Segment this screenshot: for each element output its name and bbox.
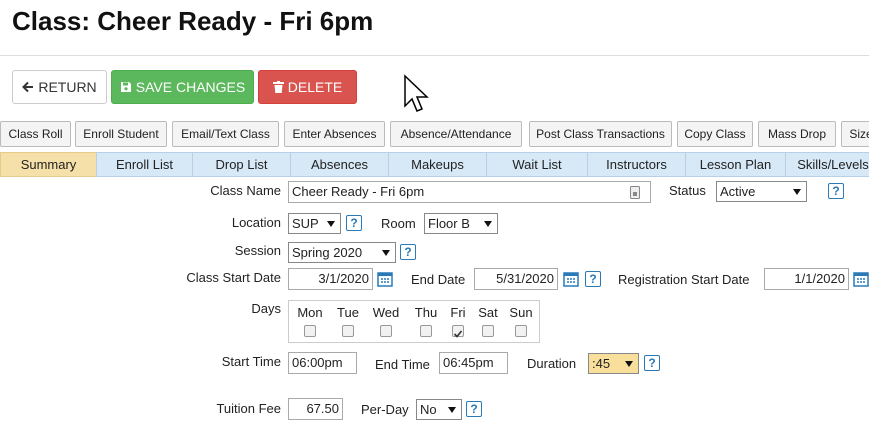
field-label: Days xyxy=(251,301,281,316)
room-select[interactable]: Floor B xyxy=(424,213,498,234)
field-label: Start Time xyxy=(221,354,281,369)
save-icon xyxy=(120,82,131,92)
input-value: 06:45pm xyxy=(443,355,494,370)
toolbar-button[interactable]: Enroll Student xyxy=(75,121,167,147)
select-value: SUP xyxy=(292,216,319,231)
day-name: Sun xyxy=(509,305,533,320)
registration-start-date-input[interactable]: 1/1/2020 xyxy=(764,268,849,290)
day-checkbox[interactable] xyxy=(420,325,432,337)
session-select[interactable]: Spring 2020 xyxy=(288,242,396,263)
day-checkbox[interactable] xyxy=(515,325,527,337)
duration-select[interactable]: :45 xyxy=(588,353,639,374)
class-start-date-input[interactable]: 3/1/2020 xyxy=(288,268,373,290)
day-checkbox[interactable] xyxy=(380,325,392,337)
help-icon[interactable]: ? xyxy=(400,244,416,260)
tab[interactable]: Wait List xyxy=(486,152,588,177)
button-label: SAVE CHANGES xyxy=(135,79,246,95)
day-checkbox[interactable] xyxy=(482,325,494,337)
select-value: No xyxy=(420,402,437,417)
input-value: 67.50 xyxy=(306,401,339,416)
field-label: Duration xyxy=(527,356,577,371)
input-value: 3/1/2020 xyxy=(318,271,369,286)
toolbar-button[interactable]: Absence/Attendance xyxy=(390,121,522,147)
delete-button[interactable]: DELETE xyxy=(258,70,357,104)
input-value: 06:00pm xyxy=(292,355,343,370)
select-value: Floor B xyxy=(428,216,470,231)
help-icon[interactable]: ? xyxy=(466,401,482,417)
day-checkbox[interactable] xyxy=(342,325,354,337)
trash-icon xyxy=(272,81,284,93)
end-date-input[interactable]: 5/31/2020 xyxy=(474,268,558,290)
toolbar-button[interactable]: Mass Drop xyxy=(758,121,836,147)
days-table: Mon Tue Wed Thu Fri Sat Sun xyxy=(288,300,540,343)
button-label: RETURN xyxy=(38,79,97,95)
location-select[interactable]: SUP xyxy=(288,213,341,234)
field-label: Location xyxy=(231,215,281,230)
field-label: Class Start Date xyxy=(186,270,281,285)
help-icon[interactable]: ? xyxy=(346,215,362,231)
arrow-icon xyxy=(22,81,34,93)
start-time-input[interactable]: 06:00pm xyxy=(288,352,357,374)
day-checkbox[interactable] xyxy=(452,325,464,338)
return-button[interactable]: RETURN xyxy=(12,70,107,104)
day-checkbox[interactable] xyxy=(304,325,316,337)
toolbar-button[interactable]: Enter Absences xyxy=(284,121,385,147)
tab[interactable]: Lesson Plan xyxy=(685,152,786,177)
toolbar-button[interactable]: Email/Text Class xyxy=(172,121,279,147)
button-label: DELETE xyxy=(287,79,343,95)
input-value: 1/1/2020 xyxy=(794,271,845,286)
tab[interactable]: Absences xyxy=(290,152,389,177)
calendar-icon[interactable] xyxy=(563,271,579,287)
tuition-fee-input[interactable]: 67.50 xyxy=(288,398,343,420)
day-name: Sat xyxy=(478,305,498,320)
page-title: Class: Cheer Ready - Fri 6pm xyxy=(12,6,374,36)
tab[interactable]: Makeups xyxy=(388,152,487,177)
calendar-icon[interactable] xyxy=(377,271,393,287)
field-label: Status xyxy=(669,183,706,198)
day-name: Wed xyxy=(372,305,400,320)
help-icon[interactable]: ? xyxy=(828,183,844,199)
field-label: Room xyxy=(381,216,416,231)
save-button[interactable]: SAVE CHANGES xyxy=(111,70,254,104)
end-time-input[interactable]: 06:45pm xyxy=(439,352,508,374)
toolbar-button[interactable]: Copy Class xyxy=(677,121,753,147)
divider xyxy=(0,55,869,56)
status-select[interactable]: Active xyxy=(716,181,807,202)
calendar-icon[interactable] xyxy=(853,271,869,287)
help-icon[interactable]: ? xyxy=(644,355,660,371)
tab[interactable]: Summary xyxy=(0,152,97,177)
field-label: End Date xyxy=(411,272,466,287)
day-name: Tue xyxy=(337,305,359,320)
help-icon[interactable]: ? xyxy=(585,271,601,287)
day-name: Thu xyxy=(414,305,438,320)
day-name: Mon xyxy=(297,305,323,320)
tab[interactable]: Drop List xyxy=(192,152,291,177)
class-name-input[interactable]: Cheer Ready - Fri 6pm xyxy=(288,181,651,203)
toolbar-button[interactable]: Post Class Transactions xyxy=(529,121,672,147)
tab[interactable]: Enroll List xyxy=(96,152,193,177)
field-label: Registration Start Date xyxy=(618,272,750,287)
day-name: Fri xyxy=(450,305,466,320)
field-label: Per-Day xyxy=(361,402,409,417)
field-label: Class Name xyxy=(210,183,281,198)
check-mark xyxy=(453,330,463,338)
select-value: :45 xyxy=(592,356,611,371)
field-icon xyxy=(630,186,640,199)
tab[interactable]: Skills/Levels xyxy=(785,152,869,177)
tab[interactable]: Instructors xyxy=(587,152,686,177)
select-value: Spring 2020 xyxy=(292,245,363,260)
mouse-cursor xyxy=(404,74,429,112)
toolbar-button[interactable]: Size xyxy=(841,121,869,147)
select-value: Active xyxy=(720,184,756,199)
per-day-select[interactable]: No xyxy=(416,399,462,420)
toolbar-button[interactable]: Class Roll xyxy=(0,121,71,147)
field-label: Tuition Fee xyxy=(216,401,281,416)
field-label: Session xyxy=(234,243,281,258)
field-label: End Time xyxy=(375,357,430,372)
input-value: 5/31/2020 xyxy=(496,271,554,286)
input-value: Cheer Ready - Fri 6pm xyxy=(292,184,425,199)
